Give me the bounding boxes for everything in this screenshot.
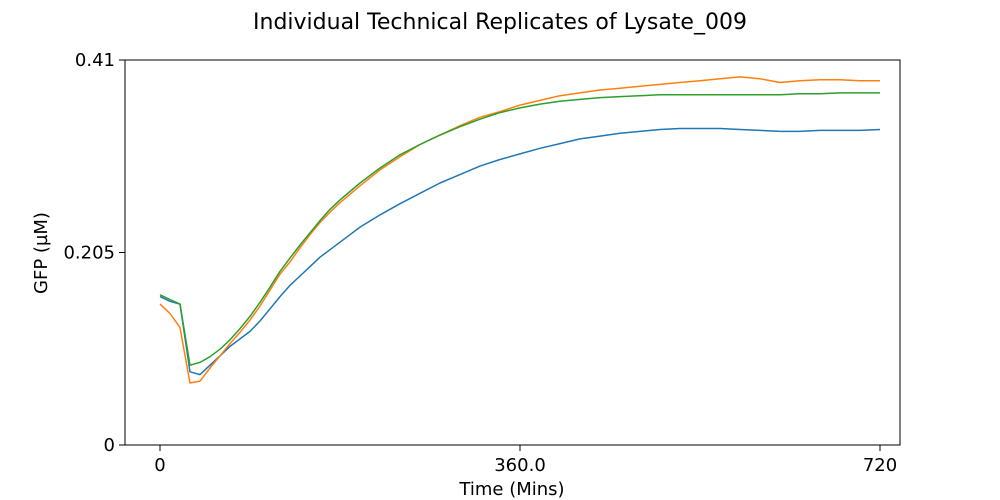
plot-lines (159, 76, 881, 384)
series-line-1 (159, 127, 881, 376)
y-tick-label: 0 (104, 435, 115, 456)
x-axis: 0 360.0 720 (154, 445, 897, 476)
y-tick-label: 0.41 (75, 50, 115, 71)
plot-frame (124, 59, 901, 446)
series-line-2 (159, 76, 880, 384)
x-tick-label: 360.0 (494, 455, 546, 476)
series-line-3 (159, 92, 880, 366)
x-tick-label: 720 (863, 455, 897, 476)
x-axis-label: Time (Mins) (458, 479, 564, 500)
y-axis: 0 0.205 0.41 (63, 50, 125, 456)
y-tick-label: 0.205 (63, 243, 115, 264)
y-axis-label: GFP (µM) (31, 212, 52, 294)
chart-title: Individual Technical Replicates of Lysat… (253, 10, 747, 35)
x-tick-label: 0 (154, 455, 165, 476)
